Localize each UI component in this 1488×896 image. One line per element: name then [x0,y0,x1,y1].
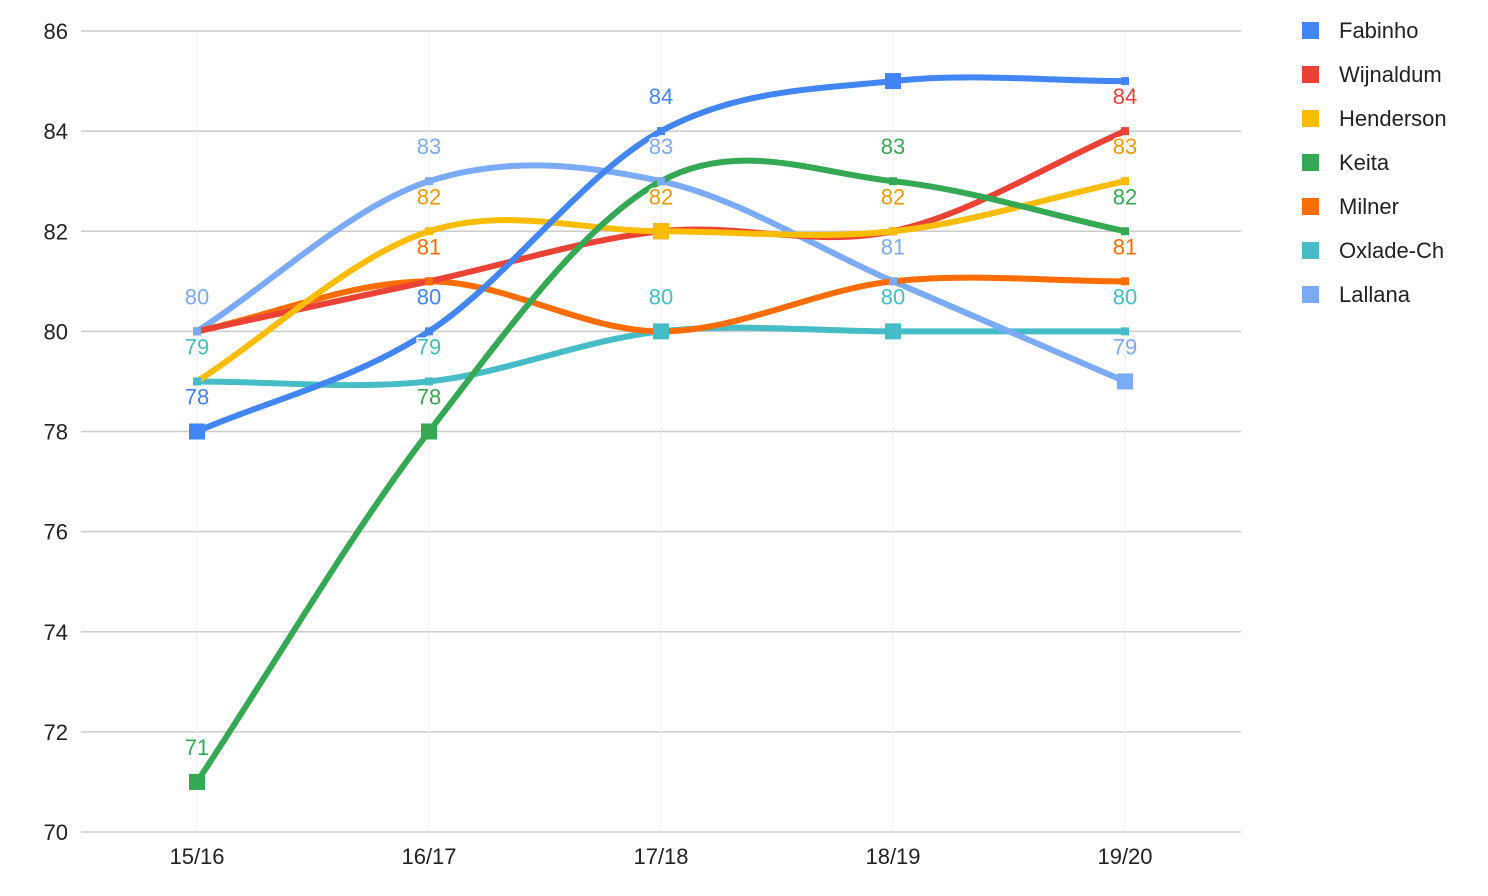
data-label-oxlade-ch: 80 [881,284,905,309]
point-lallana [657,177,665,186]
point-fabinho [1121,77,1129,86]
y-tick-label: 74 [44,620,68,645]
legend-label: Fabinho [1339,18,1419,43]
data-label-henderson: 82 [417,184,441,209]
point-henderson [425,227,433,236]
point-fabinho [425,327,433,336]
legend-swatch [1302,110,1319,127]
marker-henderson [653,223,669,240]
data-label-fabinho: 80 [417,284,441,309]
marker-oxlade-ch [885,323,901,340]
data-label-lallana: 79 [1113,334,1137,359]
y-tick-label: 82 [44,219,68,244]
point-milner [1121,277,1129,286]
marker-lallana [1117,373,1133,390]
point-oxlade-ch [425,377,433,386]
point-oxlade-ch [1121,327,1129,336]
legend-swatch [1302,198,1319,215]
y-tick-label: 80 [44,319,68,344]
point-henderson [889,227,897,236]
data-label-henderson: 82 [881,184,905,209]
data-label-oxlade-ch: 79 [417,334,441,359]
x-tick-label: 16/17 [401,844,456,869]
data-label-henderson: 83 [1113,134,1137,159]
data-label-oxlade-ch: 80 [1113,284,1137,309]
data-label-wijnaldum: 84 [1113,84,1137,109]
legend-label: Keita [1339,150,1390,175]
y-tick-label: 84 [44,119,68,144]
data-label-lallana: 81 [881,234,905,259]
x-tick-label: 19/20 [1097,844,1152,869]
y-tick-label: 72 [44,720,68,745]
legend-label: Henderson [1339,106,1447,131]
y-tick-label: 76 [44,520,68,545]
legend-swatch [1302,242,1319,259]
point-wijnaldum [1121,127,1129,136]
point-lallana [425,177,433,186]
point-fabinho [657,127,665,136]
marker-fabinho [189,423,205,440]
legend-label: Lallana [1339,282,1411,307]
data-label-oxlade-ch: 79 [185,334,209,359]
data-label-keita: 83 [881,134,905,159]
legend-label: Wijnaldum [1339,62,1442,87]
y-tick-label: 78 [44,420,68,445]
legend-label: Oxlade-Ch [1339,238,1444,263]
point-keita [889,177,897,186]
data-labels: 78 80 84 84 82 82 82 83 71 78 83 82 81 81 79 79 80 80 80 80… [183,83,1138,762]
point-oxlade-ch [193,377,201,386]
marker-oxlade-ch [653,323,669,340]
data-label-milner: 81 [1113,234,1137,259]
point-markers [189,73,1133,790]
x-tick-label: 17/18 [633,844,688,869]
data-label-keita: 82 [1113,184,1137,209]
point-milner [425,277,433,286]
data-label-henderson: 82 [649,184,673,209]
data-label-fabinho: 84 [649,84,673,109]
point-lallana [889,277,897,286]
legend-label: Milner [1339,194,1399,219]
legend-swatch [1302,66,1319,83]
data-label-lallana: 83 [649,134,673,159]
marker-keita [421,423,437,440]
x-tick-label: 18/19 [865,844,920,869]
y-tick-label: 70 [44,820,68,845]
legend: Fabinho Wijnaldum Henderson Keita Milner Oxla… [1302,18,1447,307]
series-line-keita [194,157,1128,785]
data-label-fabinho: 78 [185,385,209,410]
y-tick-label: 86 [44,19,68,44]
marker-fabinho [885,73,901,90]
data-label-keita: 78 [417,385,441,410]
data-label-lallana: 83 [417,134,441,159]
x-axis-tick-labels: 15/16 16/17 17/18 18/19 19/20 [169,844,1152,869]
marker-keita [189,773,205,790]
legend-swatch [1302,154,1319,171]
legend-swatch [1302,22,1319,39]
point-keita [1121,227,1129,236]
data-label-milner: 81 [417,234,441,259]
point-henderson [1121,177,1129,186]
data-label-keita: 71 [185,735,209,760]
data-label-oxlade-ch: 80 [649,284,673,309]
point-lallana [193,327,201,336]
x-tick-label: 15/16 [169,844,224,869]
y-axis-tick-labels: 70 72 74 76 78 80 82 84 86 [44,19,68,845]
legend-swatch [1302,286,1319,303]
data-label-lallana: 80 [185,284,209,309]
